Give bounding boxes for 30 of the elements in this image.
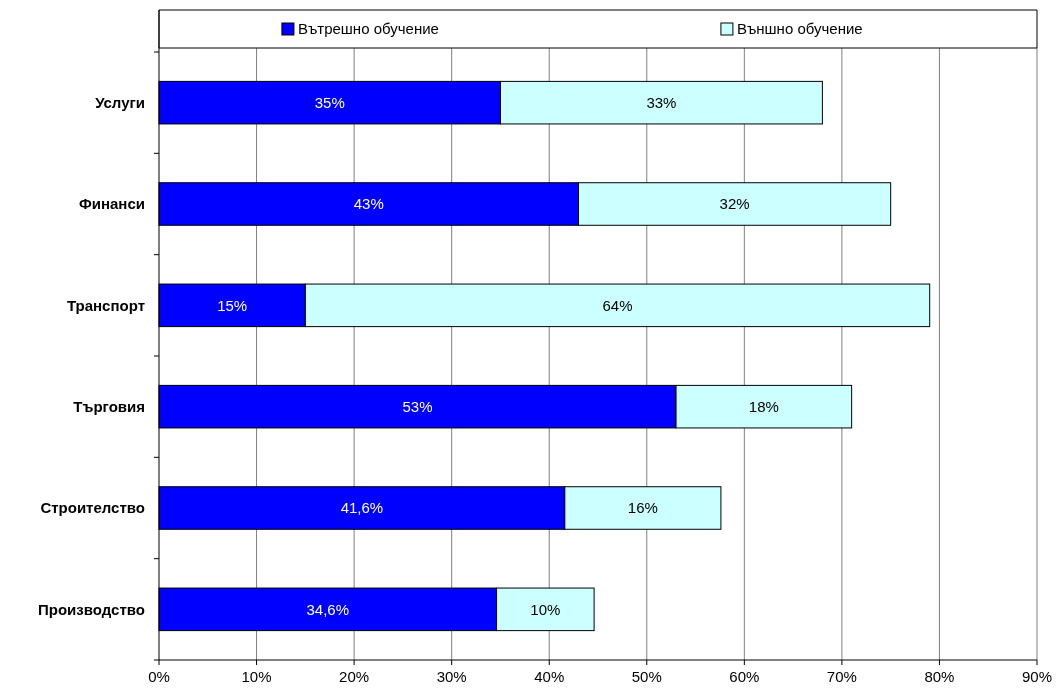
data-label: 41,6% — [340, 499, 384, 517]
x-tick-label: 90% — [1021, 668, 1053, 685]
data-label: 64% — [602, 296, 633, 314]
y-tick-label: Производство — [38, 600, 145, 618]
y-tick-label: Транспорт — [66, 296, 145, 314]
data-label: 16% — [627, 499, 658, 517]
data-label: 10% — [530, 600, 561, 618]
data-label: 32% — [719, 195, 750, 213]
x-tick-label: 30% — [436, 668, 467, 685]
legend-label: Външно обучение — [736, 20, 863, 38]
legend-label: Вътрешно обучение — [297, 20, 439, 38]
data-label: 15% — [217, 296, 248, 314]
data-label: 43% — [353, 195, 384, 213]
y-tick-label: Финанси — [78, 195, 145, 213]
y-tick-label: Строителство — [40, 499, 145, 517]
x-tick-label: 0% — [148, 668, 170, 685]
x-tick-label: 80% — [924, 668, 955, 685]
x-tick-label: 50% — [631, 668, 662, 685]
data-label: 53% — [402, 397, 433, 415]
x-tick-label: 20% — [339, 668, 370, 685]
data-label: 35% — [314, 93, 345, 111]
data-label: 33% — [646, 93, 677, 111]
data-label: 34,6% — [306, 600, 350, 618]
x-tick-label: 10% — [241, 668, 272, 685]
y-tick-label: Търговия — [73, 397, 145, 415]
y-tick-label: Услуги — [95, 93, 145, 111]
x-tick-label: 40% — [534, 668, 565, 685]
x-tick-label: 70% — [826, 668, 857, 685]
x-tick-label: 60% — [729, 668, 760, 685]
data-label: 18% — [748, 397, 779, 415]
